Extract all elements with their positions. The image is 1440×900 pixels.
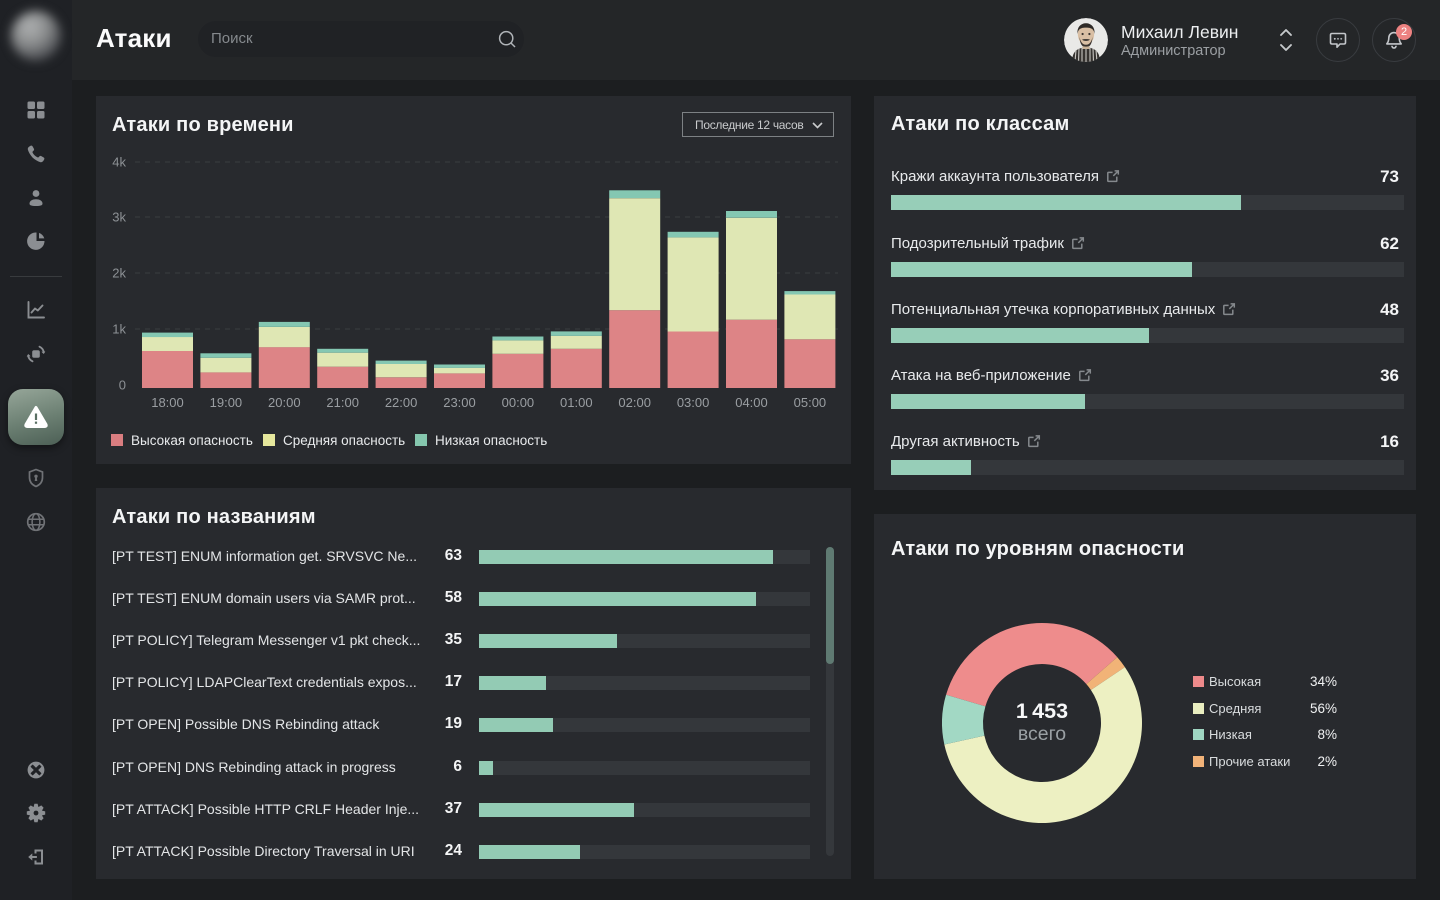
svg-text:23:00: 23:00 [443,395,476,410]
svg-text:00:00: 00:00 [502,395,535,410]
svg-text:2k: 2k [112,266,126,281]
svg-text:21:00: 21:00 [326,395,359,410]
svg-text:02:00: 02:00 [618,395,651,410]
svg-text:04:00: 04:00 [735,395,768,410]
svg-text:3k: 3k [112,210,126,225]
svg-text:19:00: 19:00 [210,395,243,410]
svg-text:20:00: 20:00 [268,395,301,410]
svg-text:22:00: 22:00 [385,395,418,410]
svg-text:1k: 1k [112,322,126,337]
svg-text:03:00: 03:00 [677,395,710,410]
svg-text:01:00: 01:00 [560,395,593,410]
svg-text:05:00: 05:00 [794,395,827,410]
svg-text:0: 0 [119,378,126,393]
svg-text:18:00: 18:00 [151,395,184,410]
svg-text:4k: 4k [112,155,126,170]
